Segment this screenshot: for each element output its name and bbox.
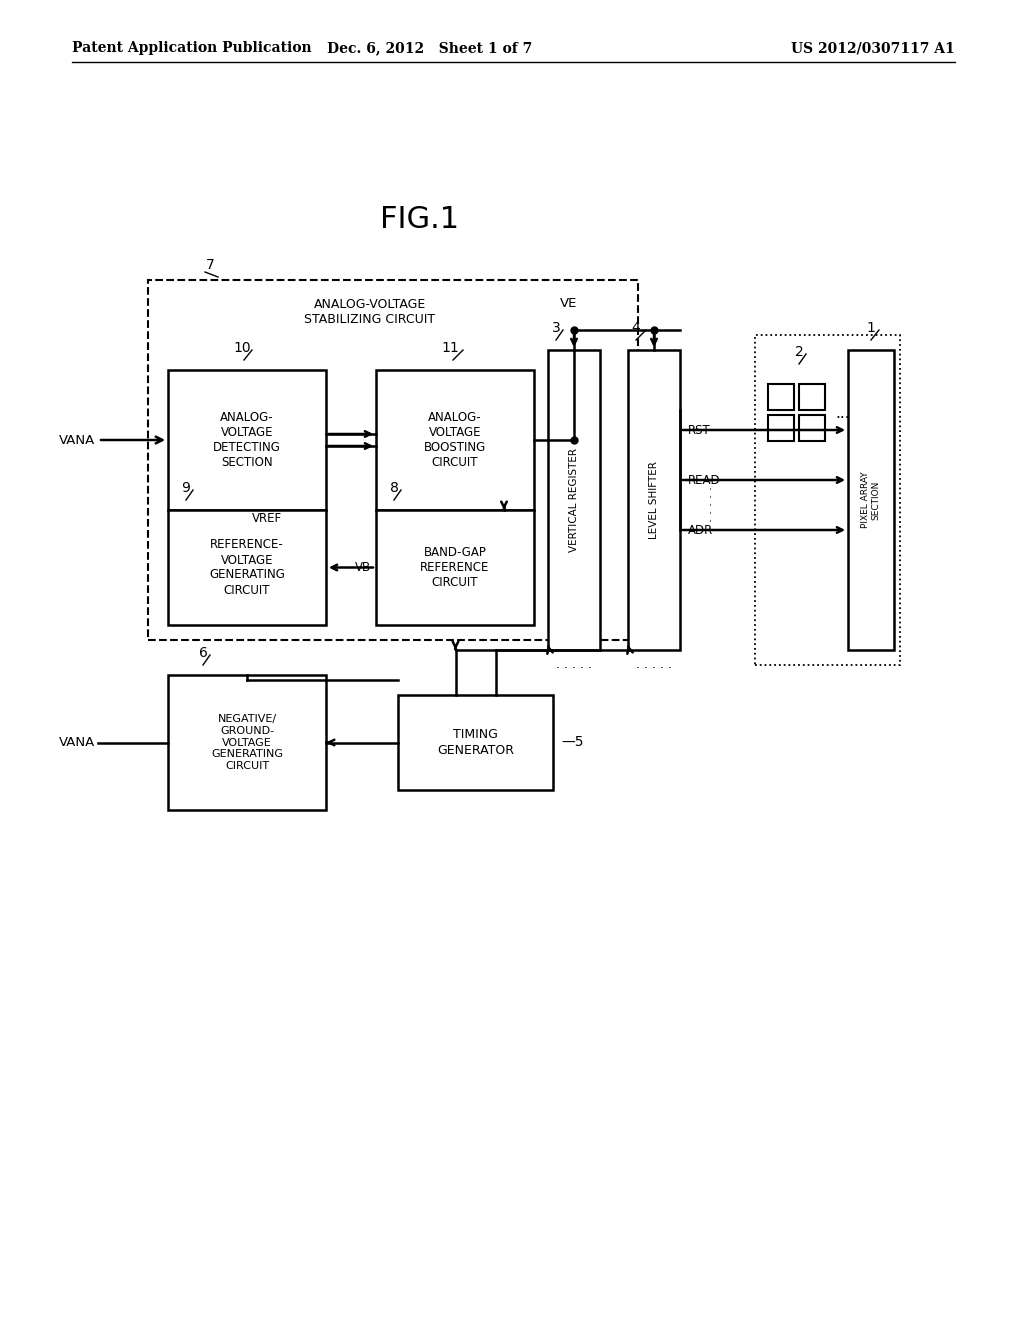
Text: Patent Application Publication: Patent Application Publication [72,41,311,55]
Text: ADR: ADR [688,524,714,536]
Text: · · · · · ·: · · · · · · [706,478,719,521]
Text: READ: READ [688,474,721,487]
Bar [548,350,600,649]
Text: 7: 7 [206,257,214,272]
Text: VANA: VANA [58,737,95,748]
Text: TIMING
GENERATOR: TIMING GENERATOR [437,729,514,756]
Text: NEGATIVE/
GROUND-
VOLTAGE
GENERATING
CIRCUIT: NEGATIVE/ GROUND- VOLTAGE GENERATING CIR… [211,714,283,771]
Text: 9: 9 [181,480,190,495]
Text: 2: 2 [795,345,804,359]
Bar [755,335,900,665]
Text: 1: 1 [866,321,876,335]
Bar [848,350,894,649]
Text: 11: 11 [441,341,459,355]
Text: 8: 8 [389,480,398,495]
Bar [376,370,534,510]
Bar [376,510,534,624]
Bar [799,414,825,441]
Text: ...: ... [835,405,850,421]
Bar [398,696,553,789]
Bar [168,675,326,810]
Bar [799,384,825,411]
Bar [628,350,680,649]
Text: ANALOG-VOLTAGE
STABILIZING CIRCUIT: ANALOG-VOLTAGE STABILIZING CIRCUIT [304,298,435,326]
Text: VE: VE [560,297,578,310]
Text: 3: 3 [552,321,560,335]
Text: 4: 4 [632,321,640,335]
Text: RST: RST [688,424,711,437]
Text: Dec. 6, 2012   Sheet 1 of 7: Dec. 6, 2012 Sheet 1 of 7 [328,41,532,55]
Text: · · · · ·: · · · · · [636,661,672,675]
Bar [168,510,326,624]
Bar [168,370,326,510]
Text: VANA: VANA [58,433,95,446]
Text: 10: 10 [233,341,251,355]
Text: VREF: VREF [252,511,283,524]
Text: VB: VB [355,561,371,574]
Text: US 2012/0307117 A1: US 2012/0307117 A1 [792,41,955,55]
Text: · · · · ·: · · · · · [556,661,592,675]
Text: FIG.1: FIG.1 [381,206,460,235]
Text: BAND-GAP
REFERENCE
CIRCUIT: BAND-GAP REFERENCE CIRCUIT [420,546,489,589]
Text: ANALOG-
VOLTAGE
DETECTING
SECTION: ANALOG- VOLTAGE DETECTING SECTION [213,411,281,469]
Text: PIXEL ARRAY
SECTION: PIXEL ARRAY SECTION [861,471,881,528]
Text: 6: 6 [199,645,208,660]
Bar [768,384,794,411]
Text: REFERENCE-
VOLTAGE
GENERATING
CIRCUIT: REFERENCE- VOLTAGE GENERATING CIRCUIT [209,539,285,597]
Text: —5: —5 [561,735,584,750]
Text: ANALOG-
VOLTAGE
BOOSTING
CIRCUIT: ANALOG- VOLTAGE BOOSTING CIRCUIT [424,411,486,469]
Text: VERTICAL REGISTER: VERTICAL REGISTER [569,447,579,552]
Bar [148,280,638,640]
Text: LEVEL SHIFTER: LEVEL SHIFTER [649,461,659,539]
Bar [768,414,794,441]
